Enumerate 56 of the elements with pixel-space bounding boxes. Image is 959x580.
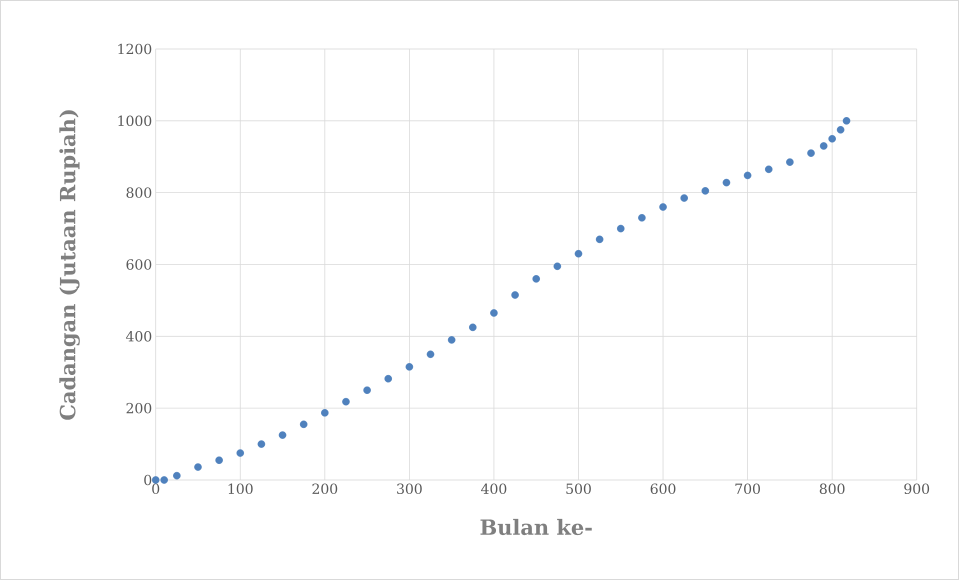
point (278, 431, 286, 439)
y-tick-label: 800 (126, 187, 152, 198)
point (616, 224, 625, 232)
x-tick-label: 0 (152, 484, 160, 494)
point (820, 142, 828, 150)
point (469, 324, 477, 332)
y-tick-label: 1200 (118, 44, 152, 54)
point (554, 262, 562, 270)
x-tick-label: 800 (820, 484, 845, 494)
point (836, 126, 844, 134)
point (842, 117, 850, 125)
point (384, 374, 392, 382)
point (744, 172, 752, 180)
point (702, 187, 710, 195)
x-tick-label: 200 (312, 484, 338, 494)
x-tick-label: 700 (735, 484, 760, 494)
y-tick-label: 0 (144, 474, 152, 486)
point (786, 158, 794, 166)
x-tick-label: 400 (481, 484, 506, 494)
point (363, 386, 371, 394)
point (426, 350, 434, 358)
y-tick-label: 1000 (118, 116, 152, 126)
point (511, 291, 519, 299)
x-axis-title: Bulan ke- (480, 518, 592, 536)
y-tick-label: 200 (126, 402, 152, 414)
point (448, 336, 456, 344)
point (173, 472, 181, 480)
point (215, 456, 223, 464)
x-tick-label: 500 (566, 484, 591, 494)
point (807, 149, 815, 157)
y-tick-label: 400 (126, 331, 152, 342)
point (321, 409, 329, 417)
point (659, 203, 667, 211)
x-tick-label: 300 (397, 484, 422, 494)
point (680, 194, 688, 202)
point (596, 236, 604, 244)
point (300, 420, 308, 428)
point (342, 398, 350, 406)
point (490, 309, 498, 317)
point (574, 250, 582, 258)
point (638, 214, 646, 222)
x-tick-label: 900 (904, 484, 930, 494)
point (160, 476, 168, 484)
x-tick-label: 600 (650, 484, 676, 494)
y-tick-label: 600 (126, 259, 152, 270)
point (194, 463, 202, 471)
x-tick-label: 100 (228, 484, 253, 494)
y-axis-title: Cadangan (Jutaan Rupiah) (59, 110, 80, 420)
point (152, 476, 160, 484)
point (236, 449, 244, 457)
point (258, 440, 266, 448)
point (532, 275, 540, 283)
point (828, 134, 836, 143)
point (406, 363, 414, 371)
point (764, 166, 773, 174)
point (722, 178, 730, 186)
